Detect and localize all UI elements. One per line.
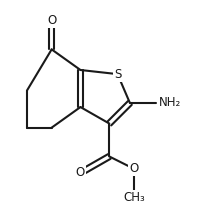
Text: NH₂: NH₂: [159, 96, 181, 109]
Text: O: O: [47, 14, 56, 27]
Text: O: O: [76, 167, 85, 179]
Text: O: O: [129, 162, 139, 175]
Text: S: S: [114, 68, 121, 81]
Text: CH₃: CH₃: [123, 191, 145, 204]
